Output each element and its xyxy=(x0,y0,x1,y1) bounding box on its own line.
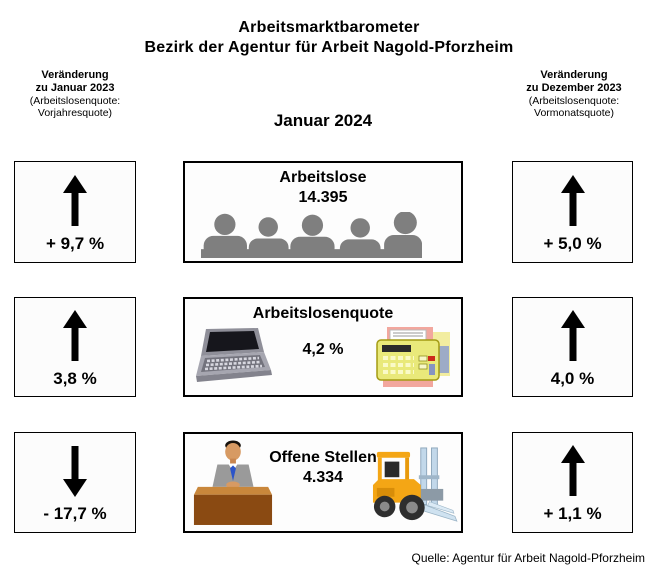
source-credit: Quelle: Agentur für Arbeit Nagold-Pforzh… xyxy=(411,551,645,565)
left-header-line1: Veränderung xyxy=(41,69,109,81)
people-crowd-icon xyxy=(201,212,423,258)
fax-machine-icon xyxy=(376,327,450,387)
up-arrow-icon xyxy=(560,309,585,361)
change-value: - 17,7 % xyxy=(43,504,107,523)
change-box-quote-yoy: 3,8 % xyxy=(14,297,136,397)
up-arrow-icon xyxy=(63,309,87,361)
right-header-line1: Veränderung xyxy=(540,69,608,81)
kpi-box-arbeitslosenquote: Arbeitslosenquote 4,2 % xyxy=(183,297,463,397)
kpi-value: 4,2 % xyxy=(302,341,344,358)
change-box-quote-mom: 4,0 % xyxy=(512,297,633,397)
change-value: + 9,7 % xyxy=(45,233,105,253)
right-header-line4: Vormonatsquote) xyxy=(534,107,614,119)
man-at-desk-icon xyxy=(193,440,273,525)
kpi-box-arbeitslose: Arbeitslose 14.395 xyxy=(183,161,463,263)
change-value: 4,0 % xyxy=(550,368,595,388)
up-arrow-icon xyxy=(63,174,87,226)
left-header-line3: (Arbeitslosenquote: xyxy=(29,95,121,107)
left-change-header: Veränderung zu Januar 2023 (Arbeitslosen… xyxy=(6,69,144,119)
change-box-arbeitslose-yoy: + 9,7 % xyxy=(14,161,136,263)
down-arrow-icon xyxy=(63,446,87,497)
change-value: + 5,0 % xyxy=(543,233,602,253)
right-change-header: Veränderung zu Dezember 2023 (Arbeitslos… xyxy=(496,69,652,119)
right-header-line2: zu Dezember 2023 xyxy=(526,82,622,94)
kpi-label: Arbeitslosenquote xyxy=(252,305,394,322)
kpi-value: 4.334 xyxy=(302,469,344,486)
kpi-label: Offene Stellen xyxy=(269,449,377,466)
laptop-icon xyxy=(196,328,272,382)
left-header-line2: zu Januar 2023 xyxy=(35,82,115,94)
change-value: + 1,1 % xyxy=(543,504,602,523)
up-arrow-icon xyxy=(560,445,585,496)
page-subtitle: Bezirk der Agentur für Arbeit Nagold-Pfo… xyxy=(144,39,514,56)
forklift-icon xyxy=(372,447,458,522)
page-title: Arbeitsmarktbarometer xyxy=(238,19,420,36)
right-header-line3: (Arbeitslosenquote: xyxy=(528,95,620,107)
change-box-stellen-mom: + 1,1 % xyxy=(512,432,633,533)
change-value: 3,8 % xyxy=(53,368,97,388)
change-box-arbeitslose-mom: + 5,0 % xyxy=(512,161,633,263)
kpi-box-offene-stellen: Offene Stellen 4.334 xyxy=(183,432,463,533)
up-arrow-icon xyxy=(560,174,585,226)
change-box-stellen-yoy: - 17,7 % xyxy=(14,432,136,533)
left-header-line4: Vorjahresquote) xyxy=(37,107,113,119)
period-label: Januar 2024 xyxy=(273,111,373,130)
kpi-label: Arbeitslose xyxy=(279,169,367,186)
kpi-value: 14.395 xyxy=(298,189,348,206)
